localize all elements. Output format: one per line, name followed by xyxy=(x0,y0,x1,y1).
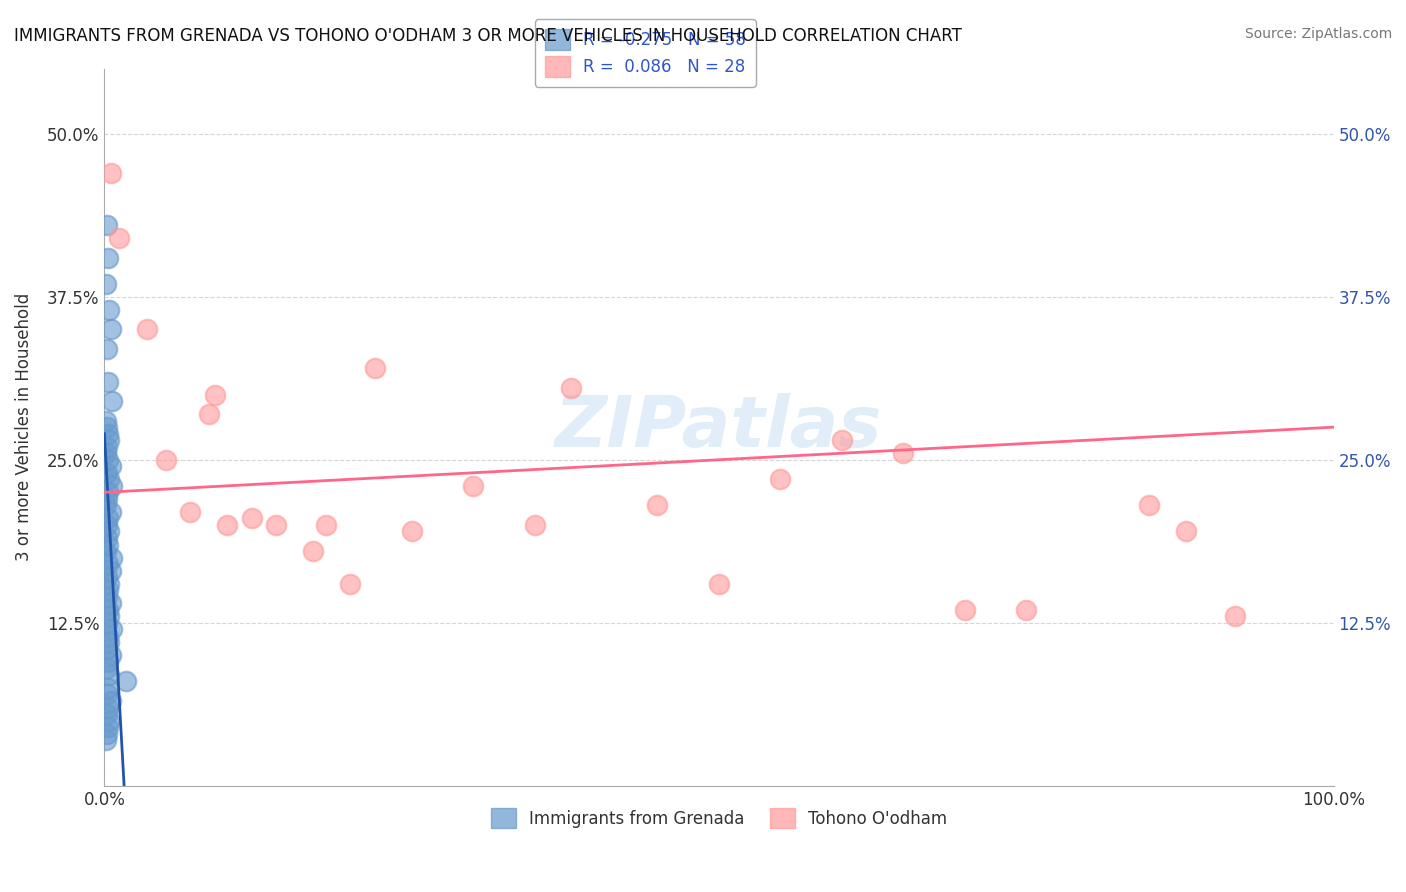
Point xyxy=(94,544,117,558)
Point xyxy=(96,570,118,584)
Point xyxy=(204,387,226,401)
Point xyxy=(97,583,120,598)
Point xyxy=(97,452,120,467)
Point xyxy=(179,505,201,519)
Point xyxy=(96,726,118,740)
Point xyxy=(94,499,117,513)
Point xyxy=(155,452,177,467)
Point xyxy=(523,518,546,533)
Point xyxy=(98,609,121,624)
Text: ZIPatlas: ZIPatlas xyxy=(555,392,883,462)
Point xyxy=(100,622,122,636)
Point xyxy=(891,446,914,460)
Point xyxy=(98,524,121,539)
Point xyxy=(831,433,853,447)
Point xyxy=(647,499,669,513)
Point xyxy=(97,681,120,695)
Point xyxy=(401,524,423,539)
Point xyxy=(100,505,122,519)
Point xyxy=(769,472,792,486)
Text: Source: ZipAtlas.com: Source: ZipAtlas.com xyxy=(1244,27,1392,41)
Point xyxy=(1137,499,1160,513)
Point xyxy=(98,635,121,649)
Point xyxy=(97,557,120,571)
Point xyxy=(1175,524,1198,539)
Legend: Immigrants from Grenada, Tohono O'odham: Immigrants from Grenada, Tohono O'odham xyxy=(484,801,953,835)
Point xyxy=(94,277,117,291)
Point xyxy=(96,615,118,630)
Point xyxy=(100,166,122,180)
Point xyxy=(98,714,121,728)
Point xyxy=(1225,609,1247,624)
Point xyxy=(94,446,117,460)
Point xyxy=(98,433,121,447)
Y-axis label: 3 or more Vehicles in Household: 3 or more Vehicles in Household xyxy=(15,293,32,561)
Point xyxy=(108,231,131,245)
Point xyxy=(96,707,118,722)
Point xyxy=(100,459,122,474)
Point xyxy=(94,414,117,428)
Point xyxy=(97,629,120,643)
Point xyxy=(97,720,120,734)
Point xyxy=(96,641,118,656)
Point xyxy=(100,596,122,610)
Point xyxy=(96,590,118,604)
Point xyxy=(97,511,120,525)
Point xyxy=(217,518,239,533)
Point xyxy=(97,375,120,389)
Point xyxy=(96,688,118,702)
Point xyxy=(98,302,121,317)
Point xyxy=(240,511,263,525)
Text: IMMIGRANTS FROM GRENADA VS TOHONO O'ODHAM 3 OR MORE VEHICLES IN HOUSEHOLD CORREL: IMMIGRANTS FROM GRENADA VS TOHONO O'ODHA… xyxy=(14,27,962,45)
Point xyxy=(315,518,337,533)
Point xyxy=(100,479,122,493)
Point xyxy=(198,407,221,421)
Point xyxy=(98,472,121,486)
Point xyxy=(97,426,120,441)
Point xyxy=(1015,603,1038,617)
Point xyxy=(97,251,120,265)
Point xyxy=(100,394,122,409)
Point xyxy=(97,655,120,669)
Point xyxy=(96,491,118,506)
Point xyxy=(461,479,484,493)
Point xyxy=(98,576,121,591)
Point xyxy=(96,342,118,356)
Point xyxy=(96,518,118,533)
Point xyxy=(364,361,387,376)
Point xyxy=(339,576,361,591)
Point xyxy=(100,648,122,663)
Point xyxy=(100,322,122,336)
Point xyxy=(97,700,120,714)
Point xyxy=(953,603,976,617)
Point xyxy=(100,564,122,578)
Point xyxy=(560,381,582,395)
Point xyxy=(302,544,325,558)
Point xyxy=(96,531,118,545)
Point xyxy=(98,668,121,682)
Point xyxy=(94,733,117,747)
Point xyxy=(97,485,120,500)
Point xyxy=(96,661,118,675)
Point xyxy=(100,694,122,708)
Point xyxy=(97,537,120,551)
Point xyxy=(96,440,118,454)
Point xyxy=(136,322,159,336)
Point xyxy=(707,576,730,591)
Point xyxy=(97,603,120,617)
Point xyxy=(266,518,288,533)
Point xyxy=(96,466,118,480)
Point xyxy=(100,550,122,565)
Point xyxy=(115,674,138,689)
Point xyxy=(96,420,118,434)
Point xyxy=(96,218,118,232)
